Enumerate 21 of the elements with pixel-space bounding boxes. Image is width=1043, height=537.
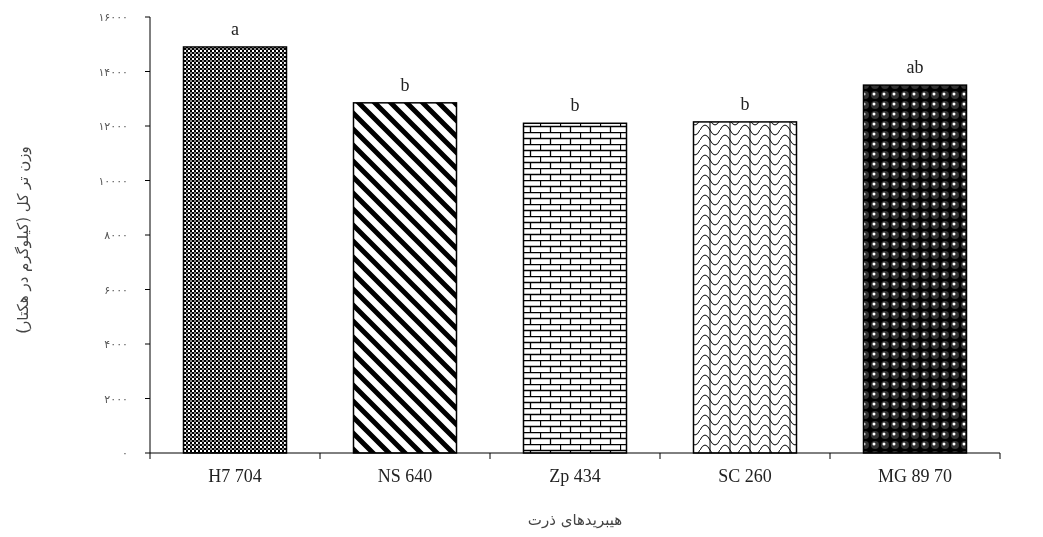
annotation: b — [400, 74, 410, 95]
y-tick-label: ۸۰۰۰ — [104, 229, 128, 242]
x-tick-label: MG 89 70 — [877, 466, 953, 486]
y-tick-label: ۲۰۰۰ — [104, 392, 128, 406]
x-tick-label: SC 260 — [718, 466, 772, 486]
y-tick-label: ۶۰۰۰ — [104, 283, 128, 297]
x-tick-label: H7 704 — [208, 466, 262, 486]
y-axis-title: وزن تر کل (کیلوگرم در هکتار) — [14, 146, 32, 334]
y-tick-label: ۴۰۰۰ — [104, 338, 128, 351]
annotation: b — [570, 95, 580, 116]
y-tick-label: ۱۴۰۰۰ — [98, 65, 128, 79]
y-tick-label: ۱۶۰۰۰ — [98, 11, 128, 24]
y-tick-label: ۱۲۰۰۰ — [98, 120, 128, 133]
y-tick-label: ۱۰۰۰۰ — [98, 174, 128, 188]
x-axis-title: هیبریدهای ذرت — [527, 511, 623, 529]
annotation: a — [231, 18, 239, 39]
annotation: b — [740, 93, 750, 114]
x-tick-label: Zp 434 — [549, 466, 601, 486]
annotation: ab — [906, 57, 924, 78]
y-tick-label: ۰ — [122, 447, 128, 460]
x-tick-label: NS 640 — [377, 466, 433, 486]
